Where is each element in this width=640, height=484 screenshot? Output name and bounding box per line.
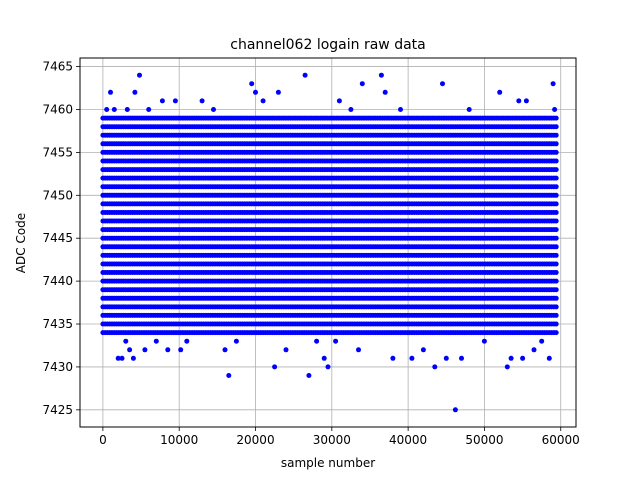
data-point	[554, 219, 559, 224]
data-point	[554, 176, 559, 181]
data-point	[554, 133, 559, 138]
data-point	[554, 227, 559, 232]
data-point	[554, 253, 559, 258]
data-point	[554, 159, 559, 164]
data-point	[554, 124, 559, 129]
data-point	[554, 313, 559, 318]
data-point	[554, 236, 559, 241]
data-point	[554, 270, 559, 275]
data-point	[554, 201, 559, 206]
data-point	[554, 322, 559, 327]
data-point	[554, 279, 559, 284]
data-point	[554, 184, 559, 189]
data-point	[554, 150, 559, 155]
data-point	[554, 287, 559, 292]
data-point	[554, 167, 559, 172]
data-point	[554, 244, 559, 249]
data-point	[554, 304, 559, 309]
data-point	[554, 296, 559, 301]
data-point	[554, 262, 559, 267]
data-point	[554, 210, 559, 215]
data-point	[554, 193, 559, 198]
data-point	[554, 141, 559, 146]
data-point	[554, 330, 559, 335]
